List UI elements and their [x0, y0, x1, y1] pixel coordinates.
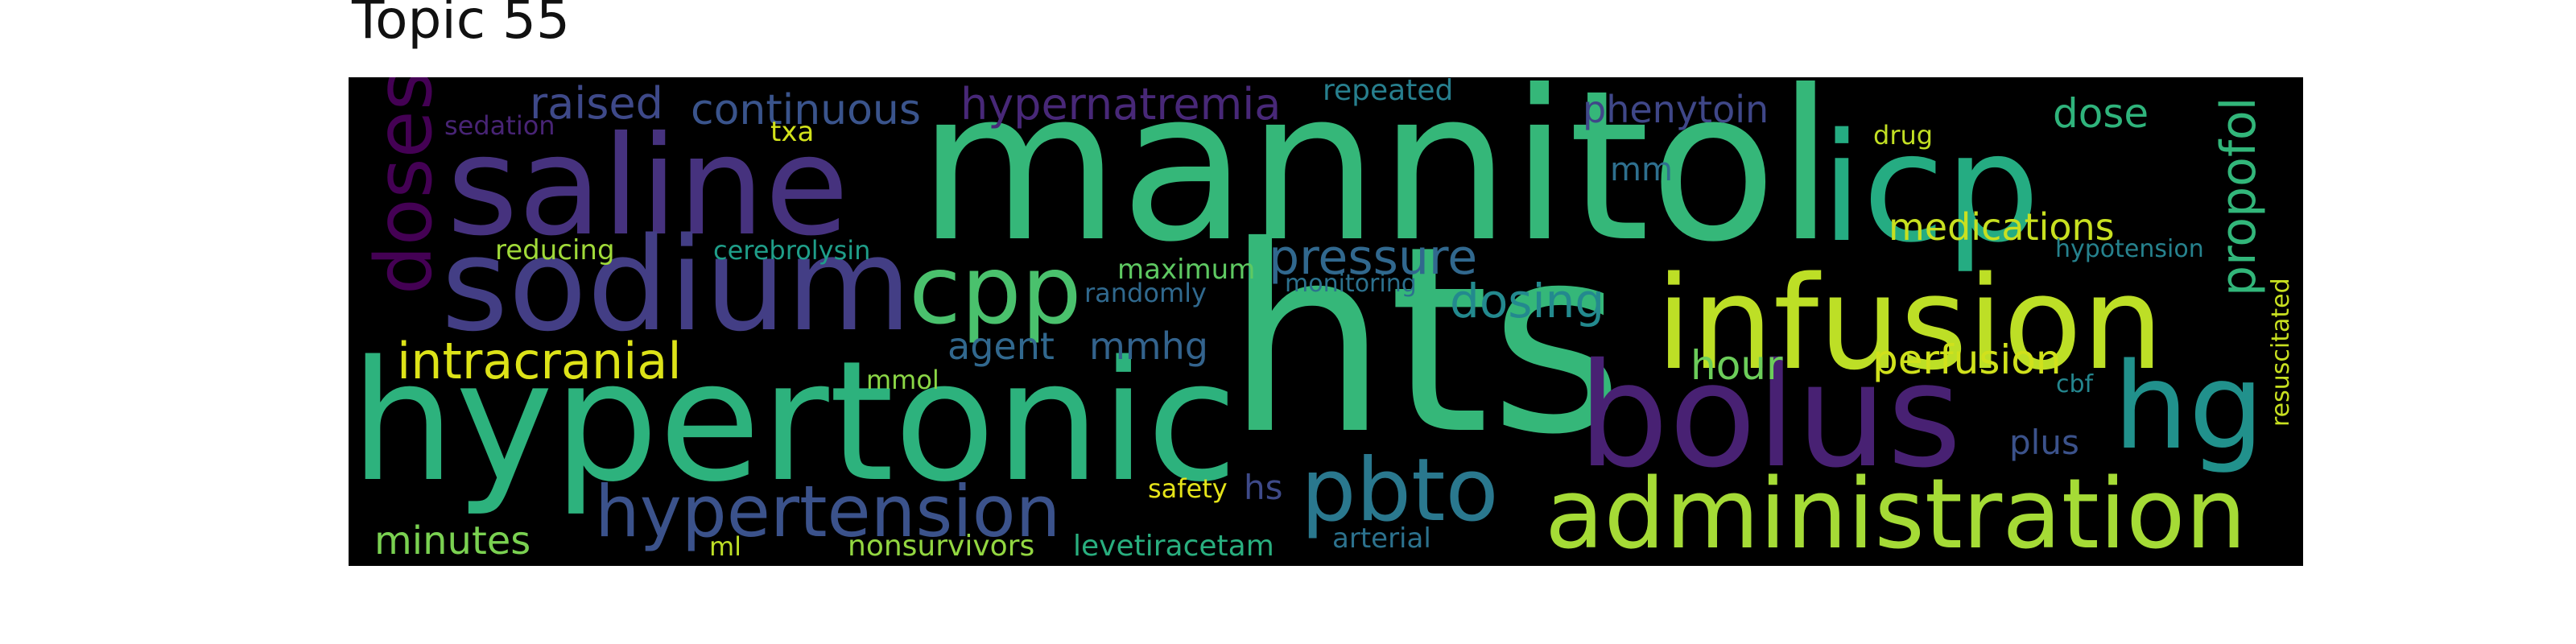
word-cerebrolysin: cerebrolysin	[713, 235, 870, 266]
word-hs: hs	[1244, 468, 1283, 507]
word-agent: agent	[947, 324, 1055, 368]
word-plus: plus	[2009, 423, 2079, 462]
word-hts: hts	[1225, 192, 1624, 491]
word-mm: mm	[1610, 151, 1673, 188]
word-hg: hg	[2113, 337, 2264, 476]
word-dose: dose	[2053, 90, 2149, 137]
word-phenytoin: phenytoin	[1583, 88, 1769, 131]
word-pbto: pbto	[1301, 440, 1499, 541]
word-mmhg: mmhg	[1089, 324, 1208, 368]
word-minutes: minutes	[374, 518, 530, 564]
word-ml: ml	[709, 531, 741, 562]
word-icp: icp	[1821, 101, 2040, 275]
word-hypertonic: hypertonic	[350, 325, 1238, 518]
word-mannitol: mannitol	[918, 77, 1835, 287]
word-bolus: bolus	[1578, 332, 1962, 499]
word-repeated: repeated	[1323, 77, 1453, 107]
word-infusion: infusion	[1656, 248, 2164, 398]
word-hypotension: hypotension	[2055, 235, 2204, 263]
word-mmol: mmol	[866, 365, 939, 395]
word-perfusion: perfusion	[1872, 336, 2062, 383]
word-pressure: pressure	[1269, 229, 1477, 286]
word-cbf: cbf	[2056, 370, 2095, 398]
word-intracranial: intracranial	[397, 332, 682, 390]
word-sodium: sodium	[441, 209, 912, 360]
word-maximum: maximum	[1117, 254, 1255, 286]
word-sedation: sedation	[444, 110, 555, 141]
word-medications: medications	[1889, 205, 2115, 249]
word-drug: drug	[1873, 120, 1933, 151]
word-arterial: arterial	[1332, 522, 1431, 555]
word-txa: txa	[770, 116, 814, 148]
figure-title: Topic 55	[352, 0, 570, 51]
word-cpp: cpp	[909, 234, 1082, 345]
word-cloud-panel: mannitol hts hypertonic saline sodium icp infu…	[349, 77, 2303, 566]
word-resuscitated: resuscitated	[2267, 278, 2295, 427]
word-continuous: continuous	[691, 86, 921, 134]
word-safety: safety	[1148, 473, 1228, 504]
word-levetiracetam: levetiracetam	[1073, 530, 1274, 563]
word-hour: hour	[1690, 342, 1783, 389]
word-hypertension: hypertension	[595, 470, 1060, 553]
word-reducing: reducing	[495, 234, 615, 266]
word-raised: raised	[530, 78, 663, 129]
word-hypernatremia: hypernatremia	[960, 79, 1281, 130]
word-propofol: propofol	[2211, 97, 2267, 296]
word-administration: administration	[1545, 459, 2247, 566]
word-dosing: dosing	[1450, 274, 1604, 328]
word-saline: saline	[447, 107, 849, 266]
word-nonsurvivors: nonsurvivors	[848, 530, 1034, 563]
word-monitoring: monitoring	[1285, 270, 1417, 298]
word-randomly: randomly	[1084, 278, 1207, 308]
word-doses: doses	[359, 77, 449, 295]
